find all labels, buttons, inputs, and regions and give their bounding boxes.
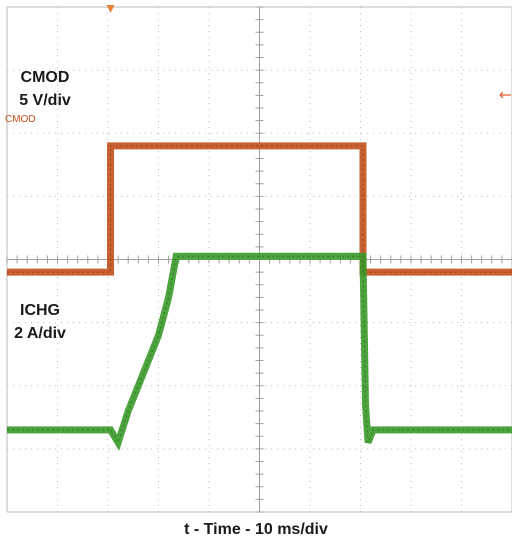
cmod-label-scale: 5 V/div: [19, 92, 71, 109]
ichg-label-name: ICHG: [20, 302, 60, 319]
trigger-level-arrow-icon: [499, 91, 511, 99]
trigger-marker: [106, 5, 115, 13]
traces: [7, 142, 512, 452]
trace-ichg-noise: [7, 255, 512, 444]
cmod-label-name: CMOD: [20, 69, 70, 86]
grid: [6, 6, 512, 513]
x-axis-label: t - Time - 10 ms/div: [184, 521, 328, 538]
trace-cmod-noise: [7, 145, 512, 273]
cmod-channel-marker: CMOD: [5, 114, 36, 125]
ichg-label-scale: 2 A/div: [14, 325, 66, 342]
overlays: [106, 5, 511, 99]
oscilloscope-plot: [6, 5, 512, 513]
